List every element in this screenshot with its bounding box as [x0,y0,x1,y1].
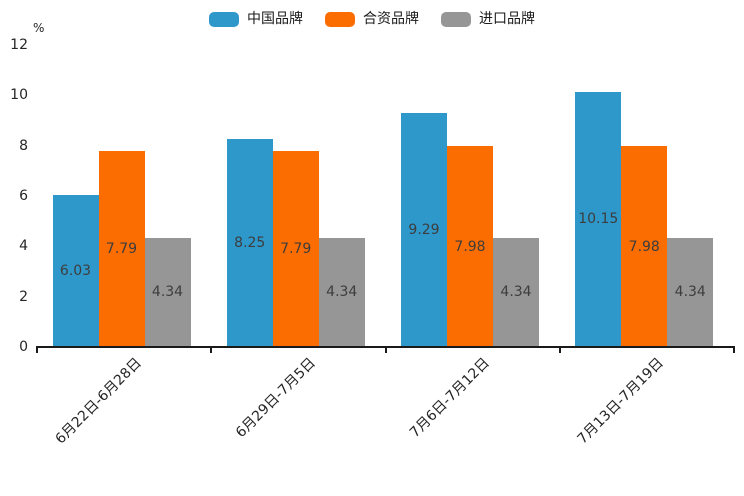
legend: 中国品牌 合资品牌 进口品牌 [0,8,744,30]
bar-value-label: 7.98 [628,238,660,255]
legend-item-china-brand: 中国品牌 [209,11,303,27]
bar-value-label: 6.03 [59,263,92,280]
bar-value-label: 4.34 [151,284,184,301]
bar-合资品牌-4 [621,146,668,347]
x-category-label: 7月13日-7月19日 [574,355,668,448]
x-axis-tick [210,348,213,353]
bar-中国品牌-3 [401,113,447,347]
bar-合资品牌-1 [98,150,145,347]
x-axis-tick [36,348,38,353]
bar-进口品牌-1 [144,237,191,347]
bar-中国品牌-2 [226,139,273,347]
x-axis-tick [558,348,561,353]
bar-value-label: 8.25 [234,235,266,252]
y-tick-label: 0 [19,339,28,355]
bar-value-label: 7.79 [105,240,138,257]
y-axis-unit-label: % [33,21,45,35]
bar-value-label: 7.79 [280,240,312,257]
bar-value-label: 4.34 [500,284,532,301]
y-tick-label: 4 [19,238,28,255]
legend-item-joint-venture-brand: 合资品牌 [325,11,419,27]
bar-进口品牌-3 [493,237,539,347]
legend-swatch-china-brand [209,11,239,27]
y-tick-label: 12 [10,37,28,53]
legend-label-china-brand: 中国品牌 [247,11,303,27]
bar-合资品牌-2 [272,150,319,347]
x-category-label: 6月29日-7月5日 [232,355,319,441]
x-axis-tick [733,348,735,353]
legend-label-joint-venture-brand: 合资品牌 [363,11,419,27]
y-tick-label: 2 [19,288,28,305]
bar-value-label: 10.15 [578,211,619,228]
bar-中国品牌-1 [52,195,99,347]
y-tick-label: 8 [19,137,28,154]
bar-合资品牌-3 [447,146,493,347]
legend-swatch-imported-brand [441,11,471,27]
bar-进口品牌-4 [667,237,714,347]
bar-中国品牌-4 [575,91,622,347]
legend-item-imported-brand: 进口品牌 [441,11,535,27]
x-category-label: 7月6日-7月12日 [406,355,493,441]
bar-进口品牌-2 [318,237,365,347]
y-tick-label: 10 [10,87,28,104]
x-category-label: 6月22日-6月28日 [52,355,145,448]
bar-value-label: 4.34 [674,284,706,301]
bar-value-label: 9.29 [408,222,440,239]
bar-value-label: 7.98 [454,238,486,255]
bar-value-label: 4.34 [326,284,358,301]
x-axis-tick [384,348,387,353]
x-axis-line [36,346,735,348]
legend-label-imported-brand: 进口品牌 [479,11,535,27]
y-tick-label: 6 [19,188,28,204]
legend-swatch-joint-venture-brand [325,11,355,27]
